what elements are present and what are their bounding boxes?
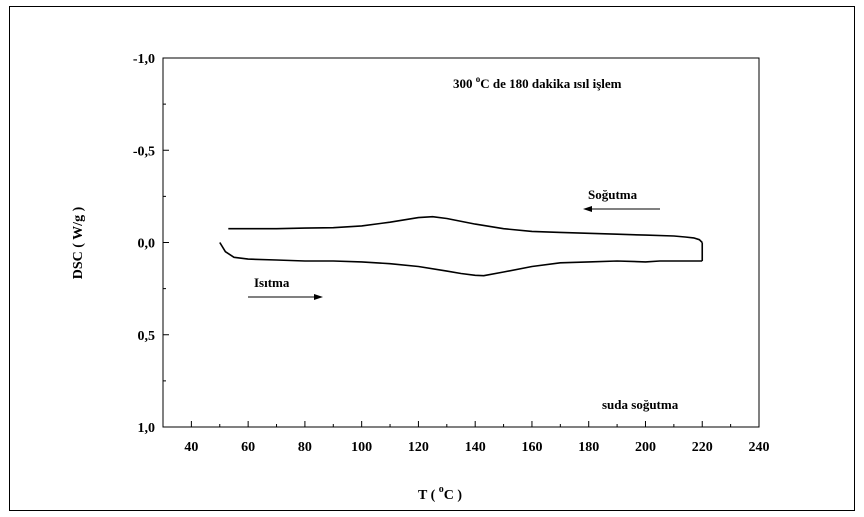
x-tick-label: 240 [749,440,770,455]
plot-area [162,57,760,428]
annotation-title: 300 oC de 180 dakika ısıl işlem [453,74,622,91]
y-axis-label: DSC ( W/g ) [71,206,86,279]
x-tick-label: 120 [408,440,429,455]
x-tick-label: 100 [351,440,372,455]
annotation-heating: Isıtma [254,275,290,290]
x-axis-label: T ( oC ) [418,484,462,503]
x-tick-label: 60 [241,440,255,455]
heating-arrowhead [314,294,323,300]
x-tick-label: 160 [521,440,542,455]
cooling-arrowhead [583,206,592,212]
y-tick-label: 1,0 [138,421,156,436]
x-ticks: 40 60 80 100 120 140 160 180 200 220 240 [162,421,770,455]
x-tick-label: 40 [184,440,198,455]
cooling-curve [228,215,703,244]
y-tick-label: 0,5 [138,329,156,344]
figure-frame [9,6,855,511]
x-tick-label: 200 [635,440,656,455]
x-tick-label: 220 [692,440,713,455]
y-tick-label: -0,5 [133,144,155,159]
annotation-cooling: Soğutma [588,187,638,202]
y-tick-label: 0,0 [138,237,156,252]
annotation-medium: suda soğutma [602,397,679,412]
heating-curve [219,242,703,277]
x-tick-label: 180 [578,440,599,455]
series-group [219,215,704,277]
y-ticks: -1,0 -0,5 0,0 0,5 1,0 [133,52,169,436]
x-tick-label: 140 [465,440,486,455]
y-tick-label: -1,0 [133,52,155,67]
x-tick-label: 80 [298,440,312,455]
